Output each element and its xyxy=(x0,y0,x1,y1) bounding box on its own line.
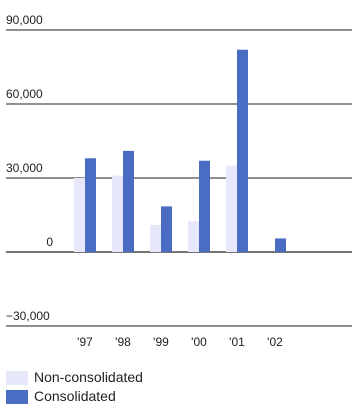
y-tick-label: 0 xyxy=(46,235,53,249)
x-tick-label: '01 xyxy=(229,335,245,349)
y-tick-label: −30,000 xyxy=(6,309,50,323)
bar-consolidated xyxy=(199,160,210,252)
bar-consolidated xyxy=(161,206,172,252)
legend-swatch-non-consolidated xyxy=(6,370,28,385)
bar-non-consolidated xyxy=(150,224,161,252)
x-tick-label: '02 xyxy=(267,335,283,349)
y-tick-label: 60,000 xyxy=(6,87,43,101)
y-tick-label: 90,000 xyxy=(6,13,43,27)
bar-non-consolidated xyxy=(74,178,85,252)
bar-consolidated xyxy=(237,49,248,252)
x-tick-label: '00 xyxy=(191,335,207,349)
legend-label-non-consolidated: Non-consolidated xyxy=(34,369,143,385)
bar-non-consolidated xyxy=(188,221,199,252)
legend-item-consolidated: Consolidated xyxy=(6,387,143,406)
legend-label-consolidated: Consolidated xyxy=(34,388,116,404)
legend-swatch-consolidated xyxy=(6,389,28,404)
bar-consolidated xyxy=(85,158,96,252)
bar-consolidated xyxy=(123,150,134,252)
bar-consolidated xyxy=(275,238,286,252)
bar-non-consolidated xyxy=(112,175,123,252)
legend: Non-consolidated Consolidated xyxy=(6,368,143,406)
x-tick-label: '99 xyxy=(153,335,169,349)
x-tick-label: '98 xyxy=(115,335,131,349)
legend-item-non-consolidated: Non-consolidated xyxy=(6,368,143,387)
y-tick-label: 30,000 xyxy=(6,161,43,175)
bar-non-consolidated xyxy=(226,165,237,252)
x-tick-label: '97 xyxy=(77,335,93,349)
